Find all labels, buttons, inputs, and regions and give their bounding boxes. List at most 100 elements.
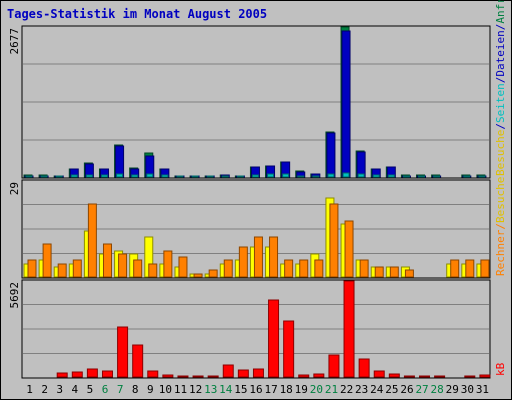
bar-kb-day-13 bbox=[207, 375, 219, 378]
bar-kb-day-11 bbox=[177, 375, 189, 378]
bar-rechner-day-3 bbox=[57, 263, 67, 278]
bar-seiten-day-22 bbox=[342, 172, 350, 178]
bar-seiten-day-30 bbox=[463, 175, 471, 178]
x-tick-label: 27 bbox=[415, 383, 428, 396]
legend-bottom-panel-part: kB bbox=[494, 362, 507, 376]
bar-rechner-day-5 bbox=[87, 203, 97, 278]
bar-rechner-day-8 bbox=[133, 259, 143, 278]
bar-seiten-day-27 bbox=[418, 175, 426, 178]
bar-seiten-day-1 bbox=[25, 175, 33, 178]
bar-rechner-day-21 bbox=[329, 203, 339, 278]
bar-kb-day-30 bbox=[464, 375, 476, 378]
x-tick-label: 5 bbox=[87, 383, 94, 396]
bar-seiten-day-20 bbox=[312, 175, 320, 178]
panel-3-ymax-label: 5692 bbox=[8, 282, 21, 309]
bar-rechner-day-4 bbox=[72, 259, 82, 278]
bar-rechner-day-13 bbox=[208, 269, 218, 278]
bar-kb-day-10 bbox=[162, 374, 174, 378]
bar-seiten-day-21 bbox=[327, 173, 335, 178]
bar-rechner-day-19 bbox=[299, 259, 309, 278]
bar-rechner-day-11 bbox=[178, 256, 188, 278]
bar-seiten-day-6 bbox=[100, 174, 108, 178]
bar-seiten-day-23 bbox=[357, 173, 365, 178]
x-tick-label: 12 bbox=[189, 383, 202, 396]
bar-kb-day-8 bbox=[132, 344, 144, 378]
bar-rechner-day-22 bbox=[344, 220, 354, 278]
bar-dateien-day-7 bbox=[115, 145, 125, 178]
x-tick-label: 3 bbox=[56, 383, 63, 396]
legend-top-panel-part: Dateien bbox=[494, 30, 507, 76]
legend-top-panel: Besuche/Seiten/Dateien/Anfragen bbox=[494, 0, 507, 176]
bar-kb-day-18 bbox=[283, 320, 295, 378]
bar-kb-day-6 bbox=[101, 370, 113, 378]
legend-middle-panel-part: Rechner bbox=[494, 229, 507, 276]
bar-rechner-day-6 bbox=[102, 243, 112, 278]
bar-rechner-day-23 bbox=[359, 259, 369, 278]
legend-middle-panel-part: / bbox=[494, 223, 507, 230]
x-tick-label: 8 bbox=[132, 383, 139, 396]
bar-kb-day-14 bbox=[222, 364, 234, 378]
legend-top-panel-part: / bbox=[494, 24, 507, 31]
x-tick-label: 18 bbox=[280, 383, 293, 396]
bar-rechner-day-26 bbox=[404, 269, 414, 278]
bar-rechner-day-15 bbox=[238, 246, 248, 278]
bar-seiten-day-13 bbox=[206, 175, 214, 178]
bar-rechner-day-31 bbox=[480, 259, 490, 278]
bar-seiten-day-4 bbox=[70, 174, 78, 178]
bar-seiten-day-19 bbox=[297, 175, 305, 178]
x-tick-label: 15 bbox=[234, 383, 247, 396]
legend-middle-panel: Rechner/Besuche bbox=[494, 177, 507, 276]
x-tick-label: 29 bbox=[446, 383, 459, 396]
bar-kb-day-20 bbox=[313, 373, 325, 378]
bar-seiten-day-11 bbox=[176, 175, 184, 178]
bar-seiten-day-14 bbox=[221, 175, 229, 178]
bar-dateien-day-23 bbox=[356, 151, 366, 178]
legend-top-panel-part: Anfragen bbox=[494, 0, 507, 24]
bar-kb-day-28 bbox=[434, 375, 446, 378]
bar-kb-day-9 bbox=[147, 370, 159, 378]
bar-rechner-day-30 bbox=[465, 259, 475, 278]
bar-rechner-day-10 bbox=[163, 250, 173, 278]
x-tick-label: 31 bbox=[476, 383, 489, 396]
x-tick-label: 9 bbox=[147, 383, 154, 396]
bar-kb-day-19 bbox=[298, 374, 310, 378]
bar-seiten-day-3 bbox=[55, 175, 63, 178]
x-tick-label: 20 bbox=[310, 383, 323, 396]
x-tick-label: 30 bbox=[461, 383, 474, 396]
bar-kb-day-16 bbox=[252, 368, 264, 378]
bar-seiten-day-31 bbox=[478, 175, 486, 178]
x-tick-label: 24 bbox=[370, 383, 384, 396]
bar-rechner-day-16 bbox=[253, 236, 263, 278]
x-tick-label: 11 bbox=[174, 383, 187, 396]
bar-dateien-day-22 bbox=[341, 30, 351, 178]
bar-seiten-day-28 bbox=[433, 175, 441, 178]
bar-kb-day-15 bbox=[237, 369, 249, 378]
bar-seiten-day-10 bbox=[161, 174, 169, 178]
bar-kb-day-17 bbox=[268, 299, 280, 378]
bar-kb-day-7 bbox=[117, 326, 129, 378]
bar-kb-day-23 bbox=[358, 358, 370, 378]
bar-kb-day-5 bbox=[86, 368, 98, 378]
panel-1-ymax-label: 2677 bbox=[8, 28, 21, 55]
bar-kb-day-12 bbox=[192, 375, 204, 378]
x-tick-label: 22 bbox=[340, 383, 353, 396]
bar-seiten-day-15 bbox=[236, 175, 244, 178]
legend-top-panel-part: / bbox=[494, 77, 507, 84]
bar-rechner-day-14 bbox=[223, 259, 233, 278]
x-tick-label: 17 bbox=[264, 383, 277, 396]
bar-rechner-day-7 bbox=[118, 253, 128, 278]
bar-kb-day-4 bbox=[71, 371, 83, 378]
x-tick-label: 19 bbox=[295, 383, 308, 396]
bar-rechner-day-9 bbox=[148, 263, 158, 278]
legend-top-panel-part: Besuche bbox=[494, 130, 507, 176]
x-tick-label: 2 bbox=[41, 383, 48, 396]
x-tick-label: 23 bbox=[355, 383, 368, 396]
bar-rechner-day-29 bbox=[450, 259, 460, 278]
bar-rechner-day-1 bbox=[27, 259, 37, 278]
x-tick-label: 6 bbox=[102, 383, 109, 396]
x-tick-label: 13 bbox=[204, 383, 217, 396]
bar-seiten-day-18 bbox=[282, 173, 290, 178]
bar-kb-day-26 bbox=[403, 375, 415, 378]
bar-kb-day-3 bbox=[56, 372, 68, 378]
